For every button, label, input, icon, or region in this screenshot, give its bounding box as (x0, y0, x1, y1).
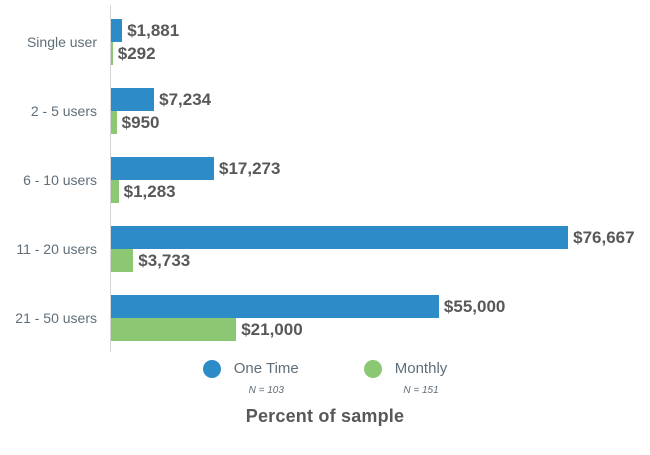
value-label-monthly: $1,283 (123, 182, 176, 201)
value-label-one-time: $55,000 (443, 297, 506, 316)
bar-one-time (111, 295, 439, 318)
one-time-swatch-icon (202, 360, 221, 378)
bar-one-time (111, 19, 123, 42)
axis-title: Percent of sample (245, 406, 405, 426)
bar-one-time (111, 157, 214, 180)
bar-group-2-5-users: 2 - 5 users $7,234 $950 (0, 88, 650, 134)
value-label-one-time: $76,667 (573, 228, 635, 247)
bar-monthly (111, 180, 119, 203)
value-label-one-time: $17,273 (218, 159, 281, 178)
bar-monthly (111, 42, 113, 65)
legend-item-monthly: Monthly N = 151 (363, 360, 448, 396)
category-label: 21 - 50 users (15, 310, 97, 326)
bar-monthly (111, 249, 134, 272)
value-label-monthly: $3,733 (138, 251, 191, 270)
sample-size-one-time: N = 103 (248, 385, 284, 396)
legend-label-one-time: One Time (233, 360, 299, 377)
category-label: Single user (26, 34, 97, 50)
legend: One Time N = 103 Monthly N = 151 (0, 360, 650, 396)
value-label-monthly: $21,000 (241, 320, 303, 339)
value-label-one-time: $7,234 (159, 90, 212, 109)
bar-group-11-20-users: 11 - 20 users $76,667 $3,733 (0, 226, 650, 272)
plot-area: Single user $1,881 $292 2 - 5 users $7,2… (0, 19, 650, 341)
bar-group-21-50-users: 21 - 50 users $55,000 $21,000 (0, 295, 650, 341)
monthly-swatch-icon (363, 360, 382, 378)
category-label: 11 - 20 users (16, 241, 97, 257)
bar-one-time (111, 88, 155, 111)
category-label: 6 - 10 users (23, 172, 97, 188)
sample-size-monthly: N = 151 (403, 385, 439, 396)
legend-label-monthly: Monthly (394, 360, 448, 377)
bar-monthly (111, 111, 117, 134)
value-label-one-time: $1,881 (127, 21, 180, 40)
value-label-monthly: $292 (117, 44, 156, 63)
bar-one-time (111, 226, 569, 249)
bar-monthly (111, 318, 237, 341)
category-label: 2 - 5 users (30, 103, 97, 119)
legend-item-one-time: One Time N = 103 (202, 360, 299, 396)
bar-group-6-10-users: 6 - 10 users $17,273 $1,283 (0, 157, 650, 203)
value-label-monthly: $950 (121, 113, 160, 132)
bar-group-single-user: Single user $1,881 $292 (0, 19, 650, 65)
y-axis-line (110, 5, 111, 352)
